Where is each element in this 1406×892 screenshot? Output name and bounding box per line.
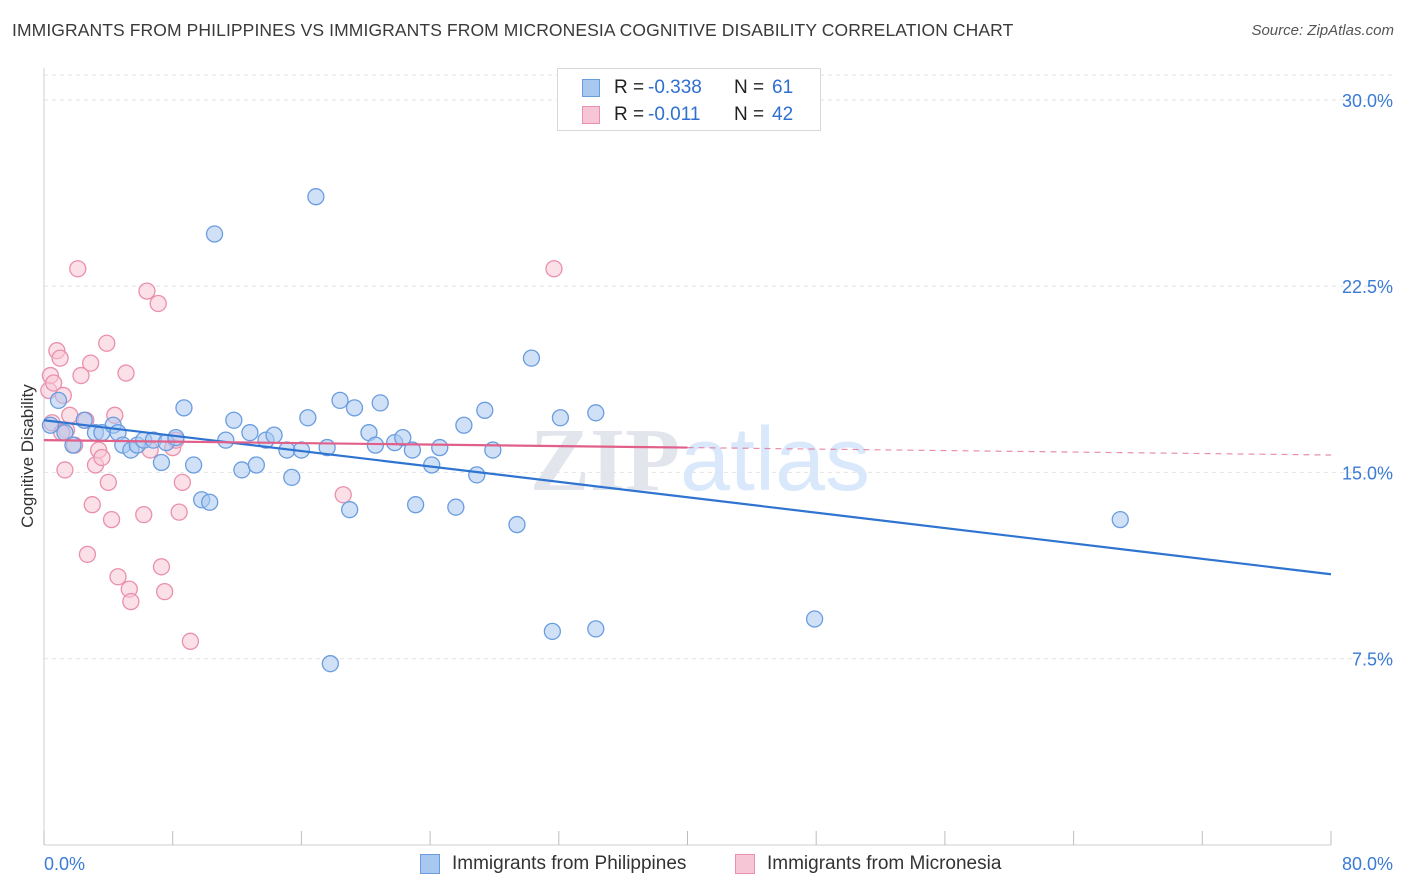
legend-n-label: N =: [734, 104, 765, 125]
philippines-point: [805, 610, 824, 628]
trend-lines: [43, 419, 1332, 576]
micronesia-point: [93, 448, 111, 467]
philippines-point: [447, 498, 465, 516]
micronesia-point: [61, 406, 79, 424]
philippines-point: [587, 404, 605, 422]
bottom-legend-swatch-philippines: [420, 854, 440, 874]
grid-lines: [44, 74, 1393, 660]
philippines-point: [468, 466, 486, 484]
philippines-point: [217, 431, 235, 449]
bottom-legend-label: Immigrants from Philippines: [452, 853, 687, 874]
philippines-point: [455, 416, 473, 434]
legend-r-label: R =: [614, 77, 645, 98]
legend-r-value: -0.338: [648, 77, 702, 98]
micronesia-point: [545, 260, 563, 278]
philippines-point: [394, 428, 412, 447]
micronesia-point: [149, 294, 167, 313]
philippines-point: [341, 501, 359, 519]
micronesia-point: [109, 568, 127, 586]
philippines-point: [543, 622, 562, 641]
philippines-point: [184, 456, 203, 474]
y-axis-label: Cognitive Disability: [18, 384, 37, 528]
philippines-point: [247, 456, 266, 474]
x-tick-label: 0.0%: [44, 854, 85, 874]
y-tick-label: 7.5%: [1352, 650, 1393, 670]
micronesia-point: [83, 496, 101, 514]
micronesia-point: [334, 486, 352, 504]
y-tick-label: 30.0%: [1342, 91, 1393, 111]
philippines-point: [551, 409, 570, 427]
philippines-point: [1111, 510, 1129, 529]
micronesia-point: [99, 473, 117, 492]
chart-title: IMMIGRANTS FROM PHILIPPINES VS IMMIGRANT…: [12, 20, 1014, 40]
philippines-point: [175, 399, 193, 417]
philippines-point: [403, 441, 422, 459]
micronesia-point: [152, 558, 171, 576]
legend-swatch-micronesia: [582, 106, 600, 124]
philippines-point: [371, 394, 389, 412]
philippines-point: [225, 411, 243, 429]
philippines-point: [331, 391, 349, 410]
micronesia-point: [98, 334, 116, 352]
philippines-point: [283, 468, 301, 487]
source-label: Source: ZipAtlas.com: [1251, 22, 1394, 39]
micronesia-point: [173, 473, 192, 492]
micronesia-trend-extension: [687, 446, 1332, 456]
philippines-point: [299, 409, 317, 427]
philippines-point: [265, 426, 283, 444]
philippines-point: [233, 461, 251, 479]
legend-swatch-philippines: [582, 79, 600, 97]
correlation-legend: R = -0.338 N = 61 R = -0.011 N = 42: [557, 68, 821, 131]
philippines-point: [587, 620, 605, 638]
y-tick-label: 15.0%: [1342, 463, 1393, 483]
legend-r-value: -0.011: [648, 104, 701, 125]
philippines-point: [201, 493, 219, 511]
micronesia-point: [56, 461, 74, 479]
legend-n-value: 61: [772, 77, 794, 98]
micronesia-point: [69, 260, 87, 278]
philippines-point: [406, 496, 425, 514]
bottom-legend-label: Immigrants from Micronesia: [767, 853, 1002, 874]
micronesia-point: [170, 503, 188, 521]
philippines-point: [49, 391, 68, 410]
philippines-point: [307, 188, 325, 206]
legend-r-label: R =: [614, 104, 645, 125]
x-tick-labels: 0.0% 80.0%: [44, 854, 1393, 874]
philippines-point: [431, 438, 449, 457]
micronesia-point: [122, 592, 140, 611]
philippines-points: [41, 188, 1129, 673]
micronesia-point: [117, 364, 135, 382]
philippines-point: [508, 515, 526, 534]
micronesia-point: [82, 354, 100, 372]
micronesia-point: [72, 366, 90, 385]
legend-n-value: 42: [772, 104, 794, 125]
watermark: ZIPatlas: [530, 410, 870, 510]
x-tick-label: 80.0%: [1342, 854, 1393, 874]
philippines-point: [522, 349, 541, 367]
micronesia-point: [181, 632, 200, 650]
y-tick-labels: 7.5% 15.0% 22.5% 30.0%: [1342, 91, 1393, 670]
micronesia-point: [78, 545, 97, 564]
micronesia-point: [51, 349, 69, 367]
axes: [43, 68, 1332, 846]
legend-n-label: N =: [734, 77, 765, 98]
micronesia-point: [135, 505, 153, 524]
philippines-point: [345, 399, 364, 417]
micronesia-point: [102, 510, 121, 529]
bottom-legend-swatch-micronesia: [735, 854, 755, 874]
philippines-point: [321, 655, 340, 673]
micronesia-point: [45, 374, 63, 392]
philippines-point: [476, 401, 494, 419]
y-tick-label: 22.5%: [1342, 277, 1393, 297]
micronesia-point: [156, 582, 174, 601]
philippines-point: [205, 225, 224, 243]
philippines-trend-line: [43, 419, 1332, 576]
philippines-point: [152, 453, 171, 472]
micronesia-trend-line: [43, 439, 688, 449]
micronesia-point: [138, 282, 156, 300]
philippines-point: [241, 424, 259, 442]
